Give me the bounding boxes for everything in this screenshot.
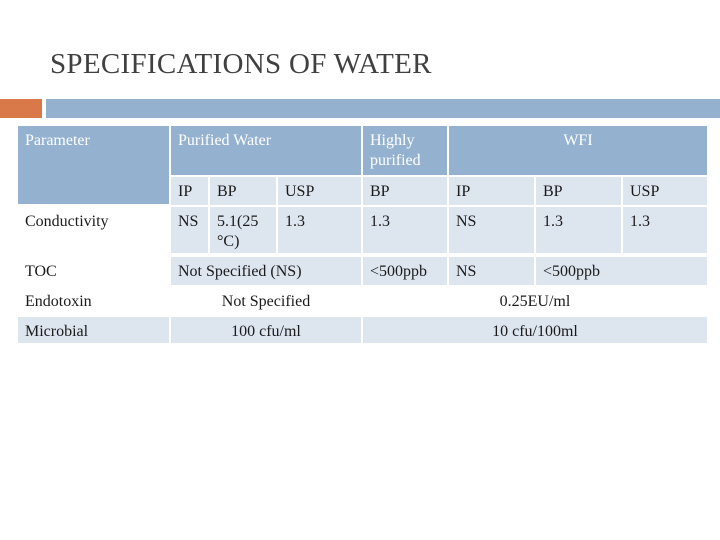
header-parameter: Parameter [18,126,169,204]
subheader-pw-ip: IP [171,177,208,205]
row-label-conductivity: Conductivity [25,213,109,230]
cell-endotoxin-hp-wfi: 0.25EU/ml [499,293,571,310]
cell-conductivity-pw-bp: 5.1(25 °C) [210,207,276,253]
subheader-pw-usp: USP [278,177,361,205]
accent-bar-blue [46,99,720,118]
row-label-microbial: Microbial [18,317,169,343]
cell-conductivity-wfi-usp: 1.3 [623,207,707,253]
cell-toc-hp-bp: <500ppb [363,257,447,285]
cell-conductivity-pw-usp: 1.3 [278,207,361,253]
accent-bar-orange [0,99,42,118]
subheader-wfi-usp: USP [623,177,707,205]
cell-conductivity-pw-ip: NS [171,207,208,253]
header-purified-water: Purified Water [171,126,361,175]
subheader-pw-bp: BP [210,177,276,205]
cell-toc-pw: Not Specified (NS) [171,257,361,285]
subheader-wfi-bp: BP [536,177,621,205]
row-label-endotoxin: Endotoxin [25,293,92,310]
cell-conductivity-wfi-bp: 1.3 [536,207,621,253]
cell-toc-wfi-bp: <500ppb [536,257,707,285]
cell-endotoxin-pw: Not Specified [221,293,311,310]
cell-conductivity-hp-bp: 1.3 [363,207,447,253]
subheader-hp-bp: BP [363,177,447,205]
cell-toc-wfi-ip: NS [449,257,534,285]
page-title: SPECIFICATIONS OF WATER [50,48,432,80]
cell-conductivity-wfi-ip: NS [449,207,534,253]
subheader-wfi-ip: IP [449,177,534,205]
row-label-toc: TOC [25,263,57,280]
header-wfi: WFI [449,126,707,175]
cell-microbial-pw: 100 cfu/ml [171,317,361,343]
cell-microbial-hp-wfi: 10 cfu/100ml [363,317,707,343]
header-highly-purified: Highly purified [363,126,447,175]
